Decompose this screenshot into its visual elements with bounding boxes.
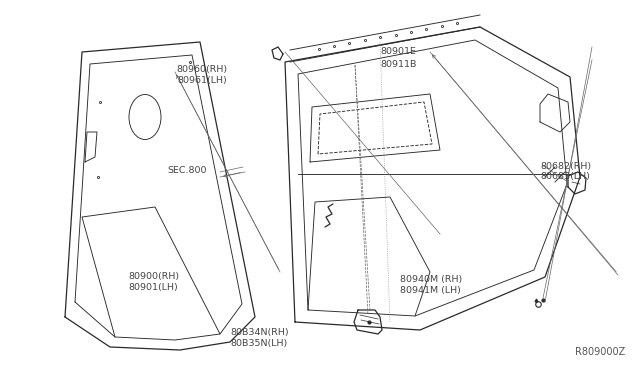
Text: R809000Z: R809000Z xyxy=(575,347,625,357)
Text: 80682(RH)
80683(LH): 80682(RH) 80683(LH) xyxy=(541,162,592,181)
Text: 80960(RH)
80961(LH): 80960(RH) 80961(LH) xyxy=(176,65,227,84)
Text: 80B34N(RH)
80B35N(LH): 80B34N(RH) 80B35N(LH) xyxy=(230,328,289,347)
Text: SEC.800: SEC.800 xyxy=(168,166,207,174)
Text: 80940M (RH)
80941M (LH): 80940M (RH) 80941M (LH) xyxy=(400,275,462,295)
Text: 80900(RH)
80901(LH): 80900(RH) 80901(LH) xyxy=(128,272,179,292)
Text: 80911B: 80911B xyxy=(381,60,417,68)
Text: 80901E: 80901E xyxy=(381,46,417,55)
